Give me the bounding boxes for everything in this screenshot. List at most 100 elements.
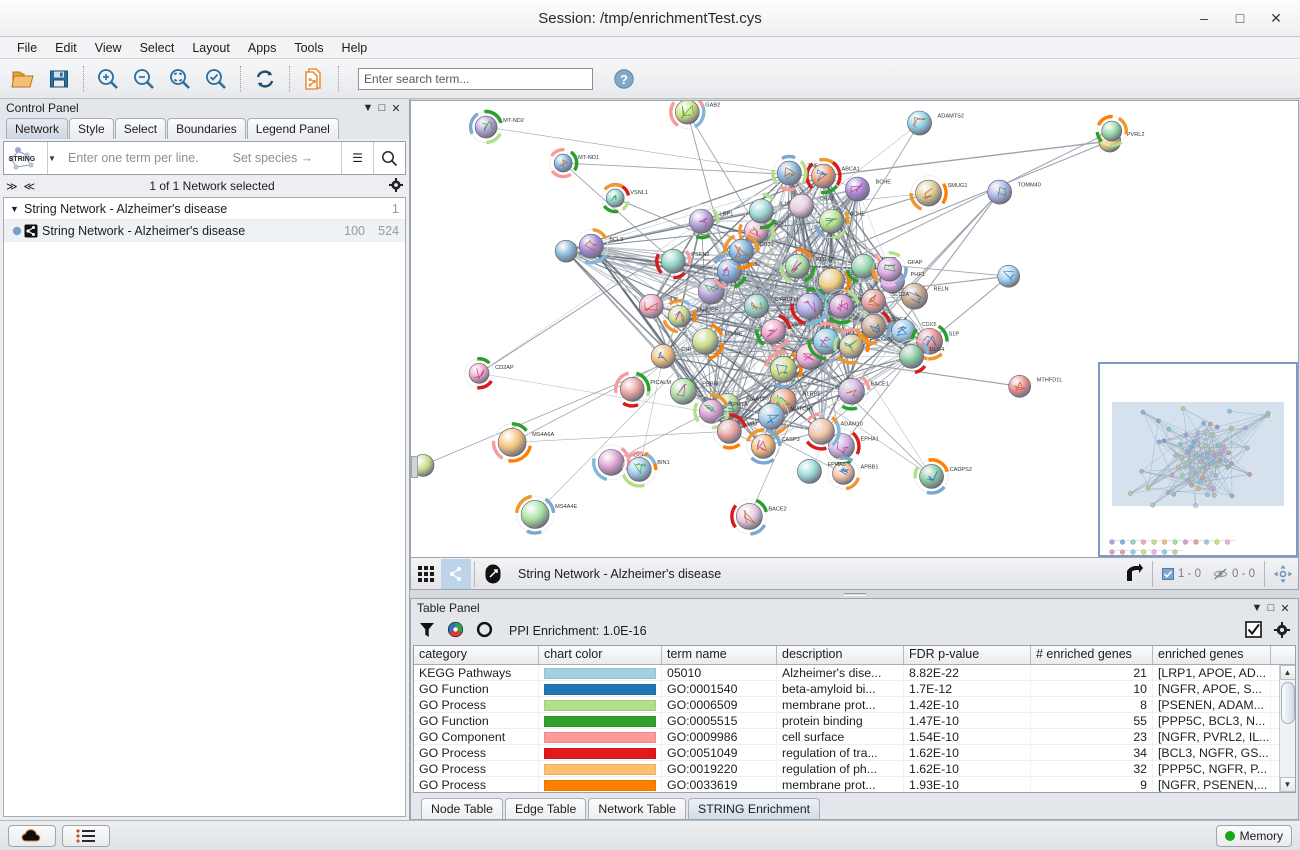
menu-file[interactable]: File (17, 40, 38, 55)
panel-splitter[interactable] (410, 590, 1300, 598)
network-node[interactable]: EPHA5 (797, 459, 846, 484)
selected-nodes-indicator[interactable]: 1 - 0 (1156, 567, 1207, 580)
node-sphere[interactable] (751, 434, 776, 459)
node-sphere[interactable] (468, 362, 490, 384)
network-node[interactable]: IL1B (744, 192, 791, 230)
cloud-icon[interactable] (8, 824, 56, 847)
node-sphere[interactable] (907, 110, 932, 136)
network-left-handle[interactable] (411, 456, 418, 478)
network-node[interactable]: LRP1 (684, 204, 734, 240)
menu-select[interactable]: Select (139, 40, 175, 55)
table-panel-close-icon[interactable]: ✕ (1280, 602, 1290, 615)
network-node[interactable]: ABCA1 (805, 157, 860, 195)
table-row[interactable]: GO Function GO:0005515 protein binding 1.47… (414, 713, 1295, 729)
node-sphere[interactable] (674, 101, 700, 125)
network-node[interactable]: PSENEN (833, 328, 893, 365)
table-panel-float-icon[interactable]: □ (1267, 602, 1275, 614)
node-sphere[interactable] (554, 239, 578, 263)
network-node[interactable] (997, 264, 1020, 288)
tab-legend-panel[interactable]: Legend Panel (246, 118, 339, 139)
node-sphere[interactable] (808, 418, 835, 445)
network-node[interactable]: CADPS2 (913, 458, 972, 495)
select-all-checkbox-icon[interactable] (1245, 621, 1262, 641)
menu-apps[interactable]: Apps (247, 40, 277, 55)
network-node[interactable]: MS-NE (687, 323, 743, 361)
network-node[interactable]: BCHE (845, 176, 891, 202)
column-header-description[interactable]: description (777, 646, 904, 664)
table-header-row[interactable]: category chart color term name description F… (414, 646, 1295, 665)
set-species-link[interactable]: Set species → (232, 151, 314, 165)
string-species-caret-icon[interactable]: ▼ (48, 153, 56, 163)
network-node[interactable]: RELN (901, 282, 949, 310)
node-sphere[interactable] (789, 193, 814, 219)
node-sphere[interactable] (877, 256, 902, 282)
tab-boundaries[interactable]: Boundaries (167, 118, 246, 139)
tab-string-enrichment[interactable]: STRING Enrichment (688, 798, 821, 819)
list-icon[interactable] (62, 824, 110, 847)
table-row[interactable]: GO Function GO:0001540 beta-amyloid bi... 1… (414, 681, 1295, 697)
node-sphere[interactable] (861, 288, 886, 314)
network-node[interactable]: GAB2 (669, 101, 720, 129)
network-node[interactable]: CYP19A1 (744, 293, 799, 319)
network-group-row[interactable]: ▼ String Network - Alzheimer's disease 1 (4, 198, 405, 220)
filter-icon[interactable] (419, 622, 435, 641)
table-vertical-scrollbar[interactable]: ▲ ▼ (1279, 665, 1295, 792)
menu-tools[interactable]: Tools (294, 40, 324, 55)
network-node[interactable]: CD2AP (464, 357, 514, 390)
network-node[interactable]: ADAMTS2 (907, 110, 964, 136)
tab-node-table[interactable]: Node Table (421, 798, 503, 819)
network-node[interactable]: MS4A6A (491, 422, 555, 463)
network-canvas[interactable]: MT-ND2 MT-ND1 VSNL1 CD2AP MS4A6A MS4A4E ABCA7 P… (411, 101, 1298, 557)
export-image-icon[interactable] (1119, 559, 1149, 589)
network-node[interactable]: GFAP (871, 250, 923, 287)
node-sphere[interactable] (1008, 375, 1031, 398)
network-node[interactable]: TOMM40 (987, 179, 1041, 205)
node-sphere[interactable] (797, 459, 822, 484)
table-row[interactable]: GO Process GO:0051049 regulation of tra...… (414, 745, 1295, 761)
node-sphere[interactable] (758, 403, 785, 430)
refresh-icon[interactable] (248, 62, 282, 96)
expand-all-icon[interactable]: ≪ (23, 180, 36, 193)
zoom-in-icon[interactable] (91, 62, 125, 96)
network-node[interactable]: CD33 (723, 234, 774, 270)
node-sphere[interactable] (861, 313, 886, 339)
network-node[interactable] (554, 239, 578, 263)
network-node[interactable]: VIM (712, 413, 758, 450)
zoom-fit-selected-icon[interactable] (163, 62, 197, 96)
scroll-up-button[interactable]: ▲ (1279, 665, 1295, 680)
minimize-button[interactable]: – (1200, 10, 1208, 26)
node-sphere[interactable] (497, 428, 527, 457)
column-header-enriched-genes[interactable]: enriched genes (1153, 646, 1271, 664)
network-node[interactable]: PICALM (614, 371, 672, 408)
network-item-row[interactable]: String Network - Alzheimer's disease 100… (4, 220, 405, 242)
network-node[interactable]: BACE1 (833, 373, 889, 411)
network-node[interactable]: BACE2 (730, 498, 787, 536)
string-options-icon[interactable]: ☰ (341, 142, 373, 174)
node-sphere[interactable] (919, 464, 944, 489)
node-sphere[interactable] (619, 377, 645, 402)
menu-edit[interactable]: Edit (55, 40, 77, 55)
network-node[interactable]: CDK5 (891, 318, 937, 344)
node-sphere[interactable] (698, 277, 725, 305)
zoom-out-icon[interactable] (127, 62, 161, 96)
network-node[interactable]: CHI (650, 343, 691, 369)
table-panel-minimize-icon[interactable]: ▼ (1251, 602, 1263, 614)
close-button[interactable]: ✕ (1270, 9, 1282, 26)
tab-style[interactable]: Style (69, 118, 114, 139)
column-header-chart-color[interactable]: chart color (539, 646, 662, 664)
open-folder-icon[interactable] (6, 62, 40, 96)
network-node[interactable]: MS4A4E (514, 494, 578, 535)
node-sphere[interactable] (987, 179, 1012, 205)
node-sphere[interactable] (839, 333, 864, 359)
network-node[interactable]: SNCA (855, 308, 907, 345)
node-sphere[interactable] (749, 198, 774, 224)
string-query-input[interactable]: Enter one term per line. Set species → (60, 142, 341, 174)
network-node[interactable]: MT-ND2 (468, 109, 524, 145)
network-node[interactable]: TNF (771, 154, 819, 192)
network-node[interactable]: ABCA7 (592, 444, 649, 482)
control-panel-float-icon[interactable]: □ (378, 102, 386, 114)
node-sphere[interactable] (901, 282, 928, 310)
column-header-term-name[interactable]: term name (662, 646, 777, 664)
node-sphere[interactable] (899, 343, 924, 369)
hidden-nodes-indicator[interactable]: 0 - 0 (1207, 568, 1261, 580)
